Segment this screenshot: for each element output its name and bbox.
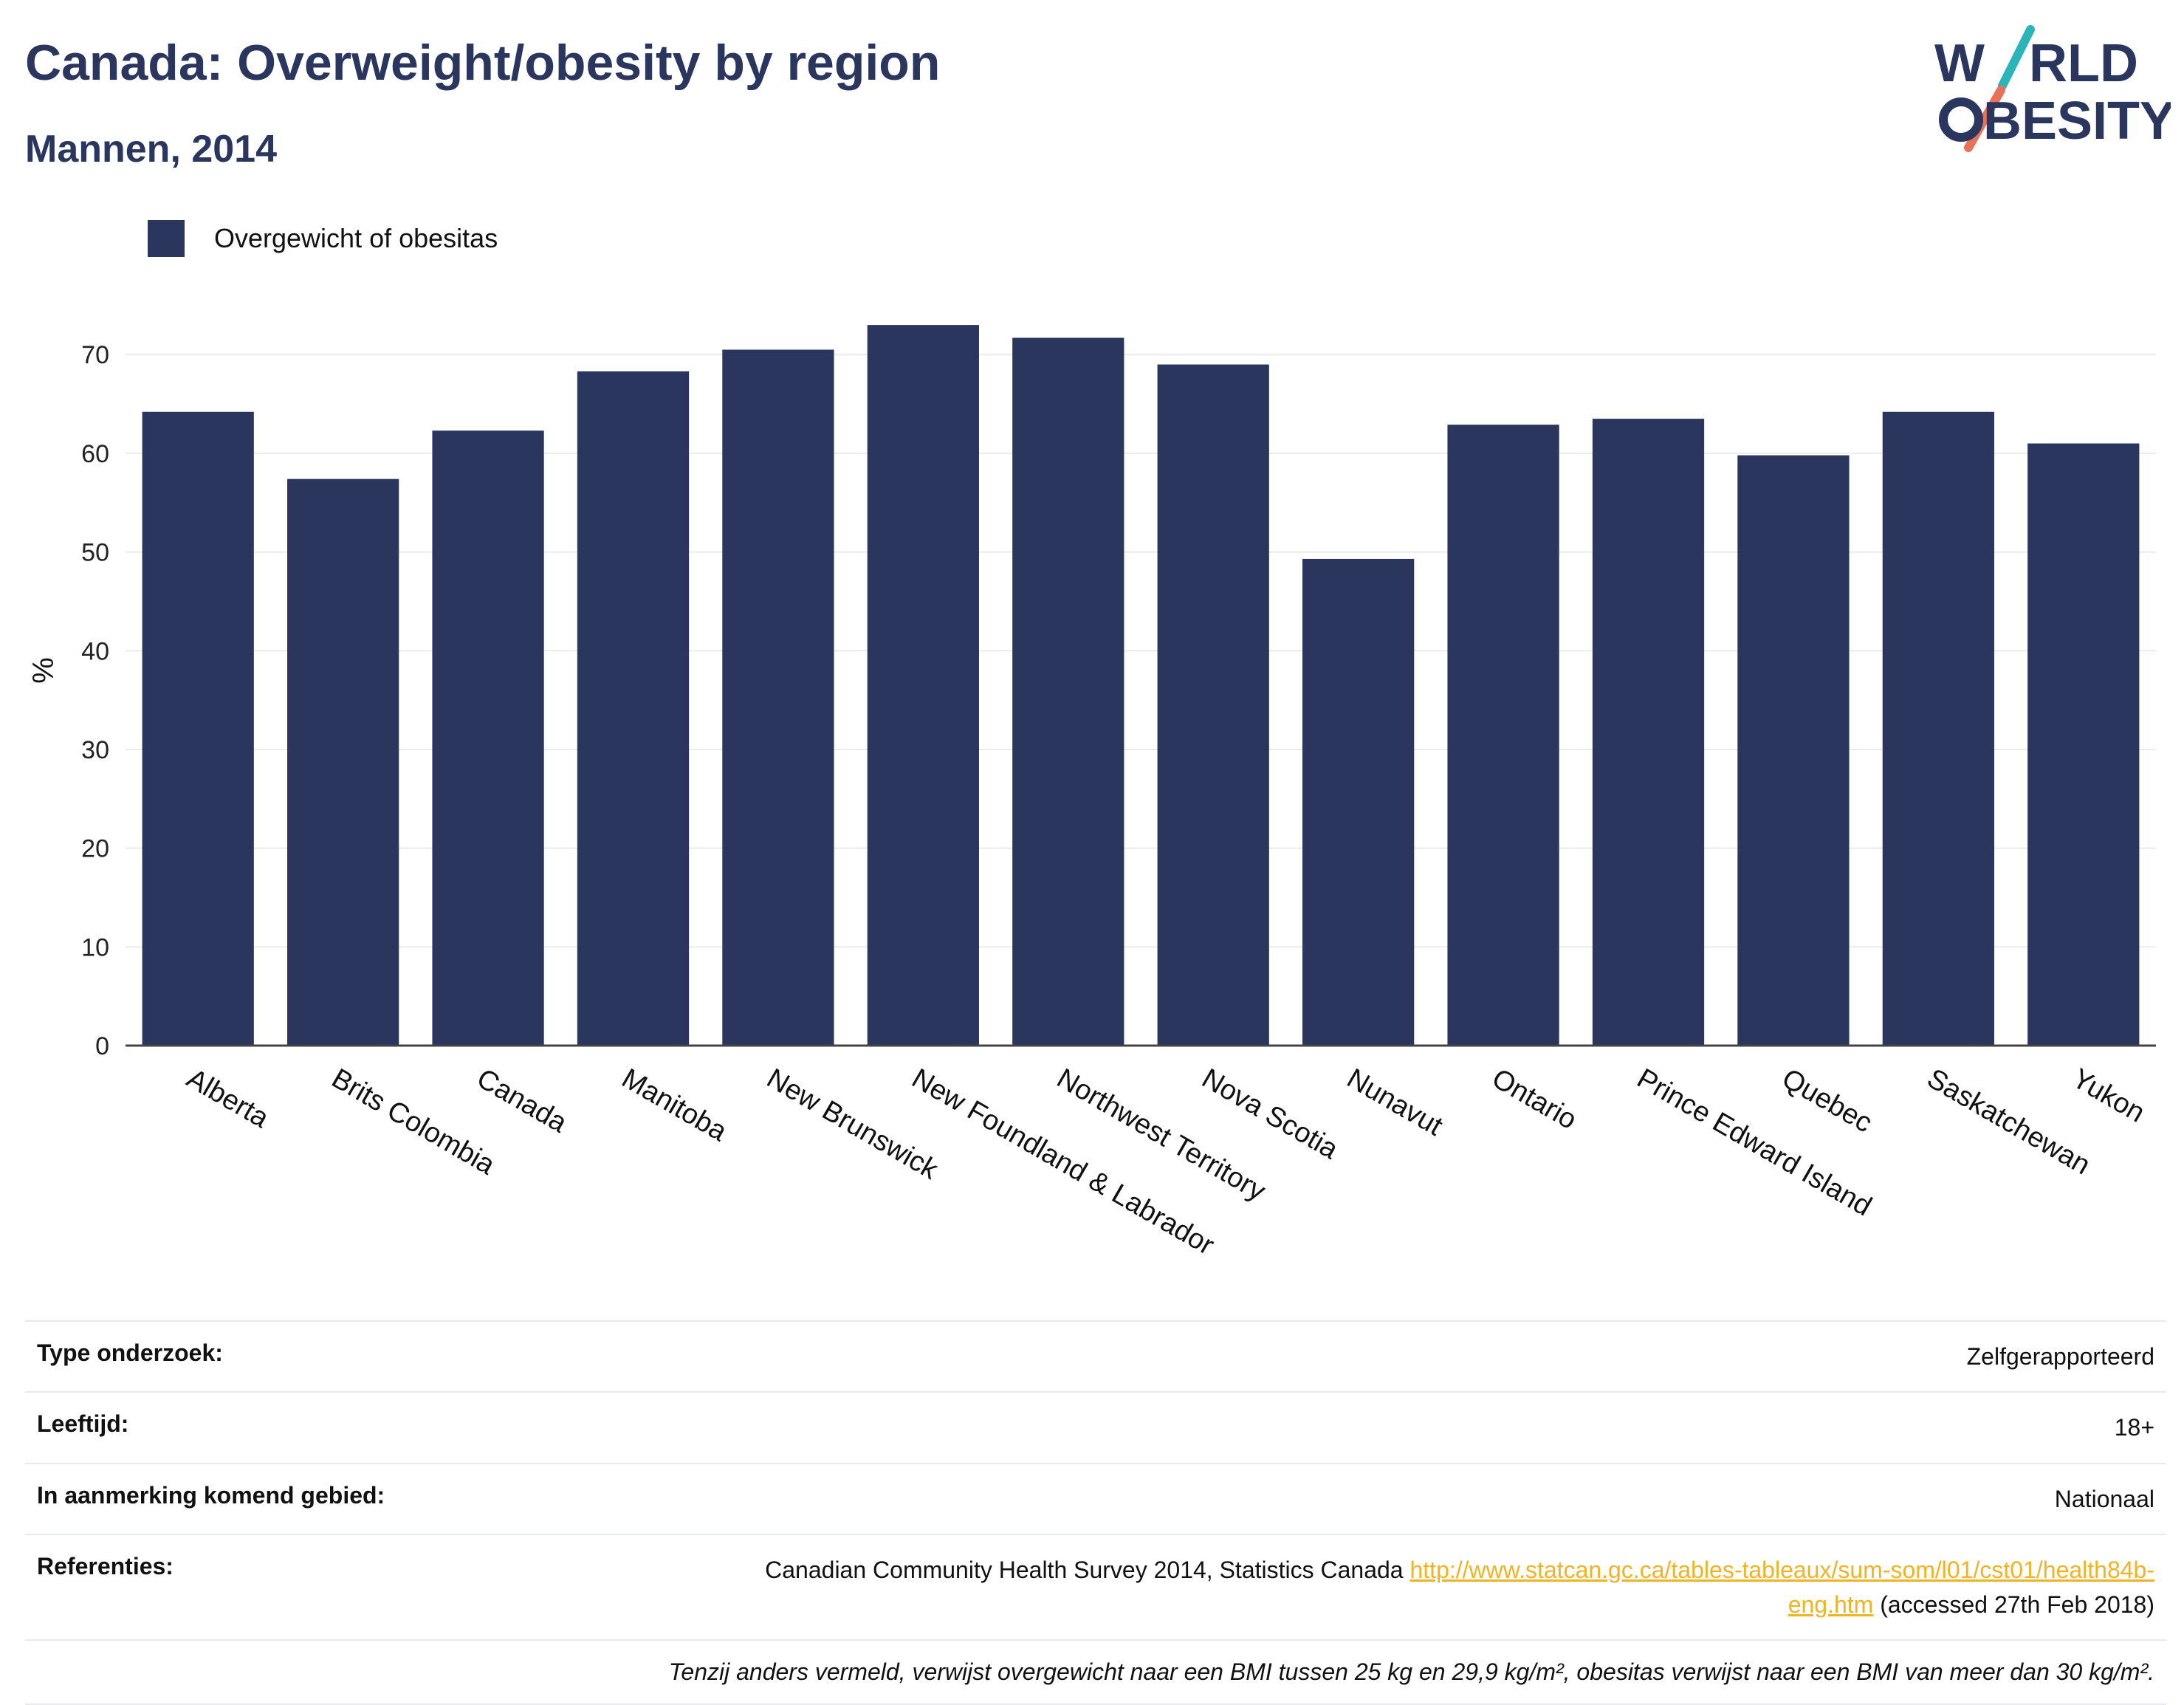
reference-text: Canadian Community Health Survey 2014, S… — [765, 1557, 1404, 1584]
info-label: Leeftijd: — [25, 1391, 471, 1464]
info-row-area: In aanmerking komend gebied: Nationaal — [25, 1462, 2166, 1535]
y-tick-label: 70 — [81, 341, 109, 369]
bar-chart: 0 10 20 30 40 50 60 70% Alberta Brits ColombiaCan… — [27, 325, 2156, 1261]
reference-link[interactable]: http://www.statcan.gc.ca/tables-tableaux… — [1409, 1557, 2154, 1584]
logo-coral-slash — [1964, 86, 2005, 152]
reference-accessed: (accessed 27th Feb 2018) — [1880, 1591, 2154, 1618]
x-tick-label: Saskatchewan — [1922, 1063, 2095, 1181]
bar — [432, 430, 544, 1046]
x-tick-label: Quebec — [1776, 1063, 1877, 1139]
bar — [1447, 425, 1559, 1046]
info-row-age: Leeftijd: 18+ — [25, 1391, 2166, 1464]
info-label: Referenties: — [25, 1534, 471, 1640]
info-label: Type onderzoek: — [25, 1320, 471, 1393]
x-tick-label: Canada — [472, 1063, 573, 1139]
info-row-note: Tenzij anders vermeld, verwijst overgewi… — [25, 1639, 2166, 1705]
y-axis-label: % — [27, 657, 60, 684]
bar — [1882, 411, 1994, 1046]
logo-teal-slash — [1998, 25, 2035, 90]
info-row-type: Type onderzoek: Zelfgerapporteerd — [25, 1320, 2166, 1393]
y-tick-label: 60 — [81, 440, 109, 468]
x-tick-label: Brits Colombia — [326, 1063, 501, 1181]
y-tick-label: 10 — [81, 933, 109, 961]
bar — [867, 325, 979, 1046]
y-tick-label: 50 — [81, 539, 109, 567]
chart-subtitle: Mannen, 2014 — [25, 128, 278, 171]
info-value: 18+ — [470, 1391, 2166, 1464]
bar — [577, 371, 690, 1046]
y-tick-label: 0 — [95, 1032, 109, 1060]
legend-label: Overgewicht of obesitas — [214, 223, 498, 253]
bar — [722, 349, 834, 1046]
bar — [287, 478, 399, 1046]
info-table: Type onderzoek: Zelfgerapporteerd Leefti… — [25, 1320, 2166, 1705]
svg-text:BESITY: BESITY — [1983, 92, 2171, 151]
bar — [1012, 337, 1124, 1046]
info-row-references: Referenties: Canadian Community Health S… — [25, 1534, 2166, 1640]
info-value: Zelfgerapporteerd — [470, 1320, 2166, 1393]
x-tick-label: Ontario — [1487, 1063, 1582, 1136]
bar — [2027, 443, 2140, 1046]
chart-legend: Overgewicht of obesitas — [148, 220, 498, 257]
y-tick-label: 20 — [81, 835, 109, 863]
x-tick-label: Nunavut — [1342, 1063, 1448, 1142]
bar — [1737, 455, 1850, 1046]
x-tick-label: Prince Edward Island — [1632, 1063, 1877, 1222]
info-label: In aanmerking komend gebied: — [25, 1462, 471, 1535]
x-tick-label: Yukon — [2067, 1063, 2150, 1128]
legend-swatch — [148, 220, 185, 257]
world-obesity-logo: W RLD BESITY — [1934, 25, 2171, 152]
chart-title: Canada: Overweight/obesity by region — [25, 35, 941, 91]
info-value: Canadian Community Health Survey 2014, S… — [470, 1534, 2166, 1640]
bar — [142, 411, 254, 1046]
footnote: Tenzij anders vermeld, verwijst overgewi… — [25, 1639, 2166, 1705]
x-tick-label: Manitoba — [617, 1063, 732, 1147]
reference-link-cont[interactable]: eng.htm — [1788, 1591, 1874, 1618]
bar — [1302, 558, 1415, 1046]
logo-o-ring — [1939, 97, 1983, 142]
x-tick-label: Alberta — [182, 1063, 275, 1134]
bar — [1592, 419, 1705, 1046]
info-value: Nationaal — [470, 1462, 2166, 1535]
y-tick-label: 40 — [81, 637, 109, 665]
bar — [1157, 364, 1269, 1046]
y-tick-label: 30 — [81, 736, 109, 764]
